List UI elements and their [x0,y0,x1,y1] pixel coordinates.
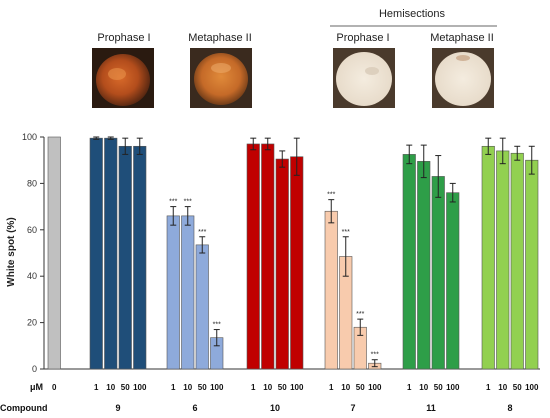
photo-label-metaphase-whole: Metaphase II [188,32,252,44]
concentration-label: 1 [251,383,256,392]
concentration-label: 10 [183,383,192,392]
bar [324,210,338,370]
bar [181,215,195,370]
bar [402,154,416,370]
compound-row-label: Compound [0,403,48,413]
concentration-label: 100 [525,383,539,392]
significance-label: *** [213,322,221,329]
y-tick-label: 20 [27,318,37,328]
concentration-label: 100 [210,383,224,392]
photo-header: Hemisections Prophase I Metaphase II Pro… [92,8,497,108]
hemisections-label: Hemisections [379,8,446,20]
concentration-label: 1 [486,383,491,392]
concentration-label: 10 [498,383,507,392]
bar [431,176,445,370]
concentration-label: 1 [94,383,99,392]
compound-label: 11 [426,403,436,413]
concentration-label: 1 [407,383,412,392]
bar [275,158,289,370]
concentration-label: 0 [52,383,57,392]
compound-label: 9 [115,403,120,413]
concentration-label: 50 [434,383,443,392]
significance-label: *** [169,199,177,206]
bar [246,143,260,370]
y-tick-label: 60 [27,225,37,235]
bar [166,215,180,370]
oocyte-photo-metaphase-whole [190,48,252,108]
bar [417,161,431,370]
compound-label: 7 [350,403,355,413]
concentration-label: 10 [263,383,272,392]
concentration-label: 50 [513,383,522,392]
bar [290,156,304,370]
bar [195,244,209,370]
bar [496,150,510,370]
y-ticks: 0 20 40 60 80 100 [22,132,44,374]
bar [261,143,275,370]
compound-label: 6 [192,403,197,413]
bar [104,137,118,370]
significance-label: *** [198,229,206,236]
concentration-label: 10 [341,383,350,392]
concentration-label: 100 [446,383,460,392]
oocyte-photo-metaphase-hemi [432,48,494,108]
bars: *** *** *** *** *** *** *** *** [47,136,539,370]
concentration-label: 1 [171,383,176,392]
photo-label-prophase-hemi: Prophase I [336,32,389,44]
concentration-label: 100 [290,383,304,392]
bar [133,145,147,370]
y-axis-label: White spot (%) [6,217,17,286]
concentration-label: 10 [106,383,115,392]
bar [525,159,539,370]
bar [47,136,61,370]
concentration-row-label: μM [30,382,43,392]
significance-label: *** [342,229,350,236]
bar [510,152,524,370]
compound-label: 8 [507,403,512,413]
y-tick-label: 0 [32,364,37,374]
compound-row: Compound 9 6 10 7 11 8 [0,403,513,413]
oocyte-photo-prophase-hemi [333,48,395,108]
concentration-label: 50 [278,383,287,392]
y-tick-label: 80 [27,178,37,188]
photo-label-metaphase-hemi: Metaphase II [430,32,494,44]
concentration-label: 50 [198,383,207,392]
significance-label: *** [327,192,335,199]
bar [89,137,103,370]
oocyte-photo-prophase-whole [92,48,154,108]
y-tick-label: 100 [22,132,37,142]
concentration-label: 100 [133,383,147,392]
compound-label: 10 [270,403,280,413]
concentration-label: 50 [121,383,130,392]
bar [446,192,460,370]
concentration-row: μM 0 1 10 50 100 1 10 50 100 1 10 50 100 1 10 50 100 1 10 5… [30,382,539,392]
significance-label: *** [356,311,364,318]
bar [481,145,495,370]
concentration-label: 100 [368,383,382,392]
bar [118,145,132,370]
concentration-label: 50 [356,383,365,392]
photo-label-prophase-whole: Prophase I [97,32,150,44]
concentration-label: 1 [329,383,334,392]
y-tick-label: 40 [27,271,37,281]
concentration-label: 10 [419,383,428,392]
significance-label: *** [184,199,192,206]
significance-label: *** [371,352,379,359]
